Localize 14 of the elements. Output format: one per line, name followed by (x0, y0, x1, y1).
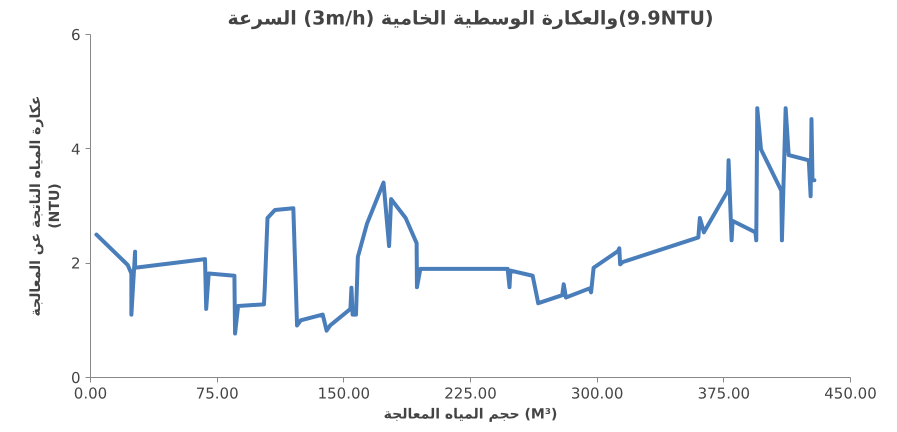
x-tick-label: 300.00 (570, 384, 624, 402)
x-tick-label: 75.00 (196, 384, 239, 402)
y-tick-label: 2 (70, 254, 81, 273)
x-tick-label: 150.00 (318, 384, 370, 402)
line-series (94, 106, 816, 336)
x-tick-label: 225.00 (444, 384, 497, 402)
y-tick-label: 4 (70, 140, 81, 158)
y-tick-label: 6 (70, 26, 81, 44)
x-tick-label: 0.00 (74, 384, 108, 402)
x-tick-label: 375.00 (698, 384, 750, 402)
chart-title: السرعة (3m/h) والعكارة الوسطية الخامية(9.9NTU) (228, 8, 714, 30)
y-tick-label: 0 (70, 369, 81, 387)
x-tick-label: 450.00 (824, 384, 877, 402)
x-axis-title: حجم المياه المعالجة (M³) (384, 406, 558, 422)
